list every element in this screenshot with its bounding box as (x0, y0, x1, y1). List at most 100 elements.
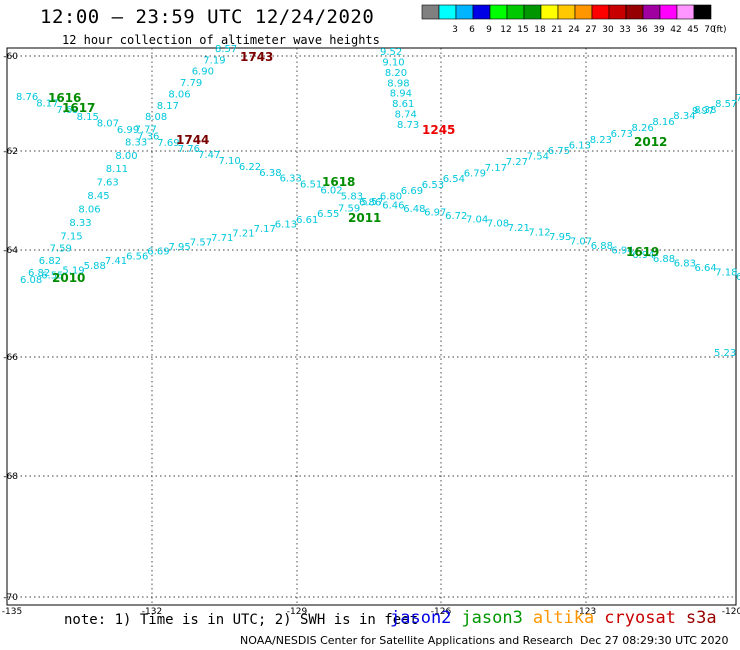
wave-height-value: 7.21 (232, 228, 254, 239)
wave-height-value: 6.38 (259, 168, 281, 179)
wave-height-value: 8.00 (115, 151, 137, 162)
wave-height-legend: 3 6 9 12 15 18 21 24 27 30 33 36 39 42 45 70(ft) (421, 4, 727, 35)
wave-height-value: 7.95 (549, 232, 571, 243)
wave-height-value: 6.69 (147, 247, 169, 258)
map-title: 12:00 – 23:59 UTC 12/24/2020 (40, 6, 375, 28)
wave-height-value: 8.38 (694, 105, 716, 116)
wave-height-value: 6.08 (20, 275, 42, 286)
wave-height-value: 8.15 (77, 112, 99, 123)
wave-height-value: 8.17 (36, 99, 58, 110)
wave-height-value: 7.79 (180, 78, 202, 89)
wave-height-value: 6.83 (674, 259, 696, 270)
wave-height-value: 7.95 (169, 242, 191, 253)
wave-height-value: 7.19 (203, 55, 225, 66)
wave-height-value: 7.21 (508, 223, 530, 234)
wave-height-value: 6.51 (300, 180, 322, 191)
wave-height-value: 7.57 (190, 238, 212, 249)
wave-height-value: 8.17 (157, 101, 179, 112)
map-subtitle: 12 hour collection of altimeter wave hei… (62, 33, 380, 47)
wave-height-value: 7.69 (56, 105, 78, 116)
wave-height-value: 7.12 (528, 228, 550, 239)
satellite-pass: 8.768.177.698.158.076.997.367.697.767.47… (16, 91, 740, 283)
wave-height-value: 8.74 (395, 110, 417, 121)
wave-height-value: 6.99 (736, 272, 740, 283)
wave-height-value: 9.97 (692, 106, 714, 117)
mission-jason3: jason3 (461, 608, 523, 628)
mission-altika: altika (532, 608, 595, 628)
wave-height-value: 7.77 (135, 125, 157, 136)
wave-height-value: 6.55 (41, 270, 63, 281)
wave-height-value: 9.10 (382, 57, 404, 68)
latitude-label: -62 (3, 147, 18, 157)
wave-height-value: 6.64 (695, 263, 717, 274)
satellite-pass: 1744 (176, 133, 209, 147)
wave-height-value: 6.48 (403, 204, 425, 215)
mission-s3a: s3a (685, 608, 717, 628)
wave-height-value: 8.57 (215, 44, 237, 55)
latitude-label: -70 (3, 593, 18, 603)
pass-time-label: 1618 (322, 175, 355, 189)
pass-time-label: 2010 (52, 271, 85, 285)
legend-tick: 12 (500, 25, 511, 35)
wave-height-value: 8.23 (590, 135, 612, 146)
latitude-label: -60 (3, 52, 18, 62)
credit-line: NOAA/NESDIS Center for Satellite Applica… (240, 634, 574, 647)
wave-height-value: 6.13 (569, 140, 591, 151)
wave-height-value: 6.73 (611, 129, 633, 140)
wave-height-value: 6.75 (548, 146, 570, 157)
wave-height-value: 7.08 (487, 219, 509, 230)
wave-height-value: 6.79 (464, 168, 486, 179)
map-frame (6, 47, 737, 606)
wave-height-value: 9.52 (380, 47, 402, 58)
wave-height-value: 7.18 (715, 268, 737, 279)
wave-height-value: 8.07 (97, 118, 119, 129)
mission-legend: jason2 jason3 altika cryosat s3a (390, 608, 727, 628)
wave-height-value: 6.46 (382, 201, 404, 212)
longitude-label: -126 (431, 607, 452, 617)
pass-time-label: 2011 (348, 211, 381, 225)
pass-tracks: 8.768.177.698.158.076.997.367.697.767.47… (16, 44, 740, 359)
pass-time-label: 1616 (48, 91, 81, 105)
legend-tick: 27 (585, 25, 596, 35)
longitude-label: -135 (2, 607, 22, 617)
wave-height-value: 6.53 (422, 180, 444, 191)
pass-time-label: 1744 (176, 133, 209, 147)
wave-height-value: 5.19 (62, 266, 84, 277)
legend-tick: 39 (653, 25, 665, 35)
wave-height-value: 7.15 (60, 232, 82, 243)
wave-height-value: 6.82 (28, 268, 50, 279)
satellite-pass: 1619 (626, 245, 659, 259)
wave-height-value: 8.57 (715, 99, 737, 110)
wave-height-value: 8.06 (78, 204, 100, 215)
wave-height-value: 5.23 (714, 348, 736, 359)
legend-tick: 45 (687, 25, 698, 35)
wave-height-value: 7.07 (570, 236, 592, 247)
wave-height-value: 7.9 (736, 93, 740, 104)
legend-tick: 24 (568, 25, 580, 35)
satellite-pass: 5.23 (714, 348, 736, 359)
legend-tick: 36 (636, 25, 648, 35)
wave-height-value: 8.98 (387, 78, 409, 89)
pass-time-label: 1245 (422, 123, 455, 137)
wave-height-value: 7.10 (219, 156, 241, 167)
wave-height-value: 6.90 (192, 67, 214, 78)
longitude-label: -123 (576, 607, 596, 617)
wave-height-value: 6.94 (632, 250, 654, 261)
longitude-label: -120 (722, 607, 740, 617)
wave-height-value: 6.55 (317, 209, 339, 220)
wave-height-value: 8.11 (106, 164, 128, 175)
latitude-label: -66 (3, 353, 18, 363)
wave-height-value: 7.59 (338, 203, 360, 214)
wave-height-value: 6.82 (39, 256, 61, 267)
wave-height-value: 6.22 (239, 162, 261, 173)
legend-tick: 3 (452, 25, 458, 35)
legend-swatch (693, 4, 712, 20)
wave-height-value: 8.33 (125, 138, 147, 149)
satellite-pass: 9.529.108.208.988.948.618.748.73 1245 (380, 47, 455, 137)
wave-height-value: 8.34 (673, 111, 695, 122)
wave-height-value: 7.63 (97, 177, 119, 188)
wave-height-value: 8.33 (69, 218, 91, 229)
pass-time-label: 1619 (626, 245, 659, 259)
legend-tick: 42 (670, 25, 681, 35)
